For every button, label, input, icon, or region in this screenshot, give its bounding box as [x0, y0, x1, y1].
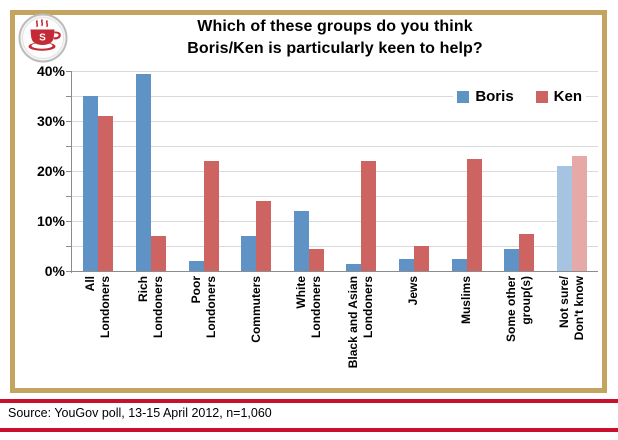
gridline — [72, 71, 598, 72]
y-axis-label: 20% — [36, 163, 65, 179]
bar-ken-3 — [256, 201, 272, 271]
x-axis-label-7: Muslims — [459, 276, 473, 325]
gridline — [72, 221, 598, 222]
y-axis-tick — [66, 96, 72, 97]
x-axis-label-9: Not sure/Don't know — [556, 276, 586, 341]
x-axis-label-2: Poor Londoners — [188, 276, 218, 338]
y-axis-tick — [66, 71, 72, 72]
legend-label-ken: Ken — [553, 88, 582, 105]
legend-item-boris: Boris — [457, 88, 514, 105]
bar-boris-3 — [241, 236, 257, 271]
logo-letter: S — [39, 33, 46, 44]
legend: Boris Ken — [453, 87, 586, 106]
bar-boris-9 — [556, 166, 572, 271]
gridline — [72, 171, 598, 172]
y-axis-tick — [66, 271, 72, 272]
x-axis-line — [72, 271, 598, 272]
bar-boris-0 — [83, 96, 99, 271]
y-axis-label: 0% — [44, 263, 65, 279]
x-axis-label-1: Rich Londoners — [135, 276, 165, 338]
x-axis-label-4: White Londoners — [293, 276, 323, 338]
legend-item-ken: Ken — [535, 88, 582, 105]
coffee-cup-icon: S — [18, 13, 68, 63]
chart-title-line2: Boris/Ken is particularly keen to help? — [187, 40, 483, 57]
x-axis-label-8: Some other group(s) — [504, 276, 534, 343]
bar-boris-4 — [293, 211, 309, 271]
bar-boris-2 — [188, 261, 204, 271]
bar-boris-6 — [398, 258, 414, 271]
coffee-cup-logo: S — [18, 13, 68, 63]
bar-ken-7 — [466, 158, 482, 271]
bar-ken-6 — [413, 246, 429, 271]
y-axis-label: 40% — [36, 63, 65, 79]
bar-boris-7 — [451, 258, 467, 271]
chart-title-line1: Which of these groups do you think — [197, 18, 473, 35]
bar-ken-1 — [150, 236, 166, 271]
ken-swatch-icon — [535, 90, 548, 103]
bar-ken-5 — [361, 161, 377, 271]
x-axis-label-3: Commuters — [248, 276, 263, 343]
source-text: Source: YouGov poll, 13-15 April 2012, n… — [8, 406, 272, 420]
bar-ken-4 — [308, 248, 324, 271]
gridline — [72, 146, 598, 147]
y-axis-line — [71, 72, 72, 273]
source-divider-bottom — [0, 428, 618, 432]
bar-boris-1 — [135, 73, 151, 271]
chart-frame: S Which of these groups do you think Bor… — [10, 10, 607, 393]
x-axis-label-0: All Londoners — [83, 276, 113, 338]
gridline — [72, 246, 598, 247]
y-axis-tick — [66, 171, 72, 172]
gridline — [72, 196, 598, 197]
bar-boris-5 — [346, 263, 362, 271]
bar-ken-0 — [98, 116, 114, 271]
y-axis-tick — [66, 196, 72, 197]
y-axis-tick — [66, 221, 72, 222]
bar-ken-8 — [519, 233, 535, 271]
x-axis-label-6: Jews — [406, 276, 421, 306]
x-axis-label-5: Black and Asian Londoners — [346, 276, 376, 369]
bar-boris-8 — [504, 248, 520, 271]
boris-swatch-icon — [457, 90, 470, 103]
y-axis-tick — [66, 246, 72, 247]
gridline — [72, 96, 598, 97]
bar-ken-2 — [203, 161, 219, 271]
y-axis-tick — [66, 121, 72, 122]
legend-label-boris: Boris — [475, 88, 514, 105]
y-axis-label: 30% — [36, 113, 65, 129]
y-axis-tick — [66, 146, 72, 147]
gridline — [72, 121, 598, 122]
y-axis-label: 10% — [36, 213, 65, 229]
plot-area: All Londoners Rich Londoners Poor Londoners Co… — [66, 71, 598, 368]
chart-title: Which of these groups do you think Boris… — [72, 16, 598, 60]
source-divider-top — [0, 399, 618, 403]
bar-ken-9 — [571, 156, 587, 271]
